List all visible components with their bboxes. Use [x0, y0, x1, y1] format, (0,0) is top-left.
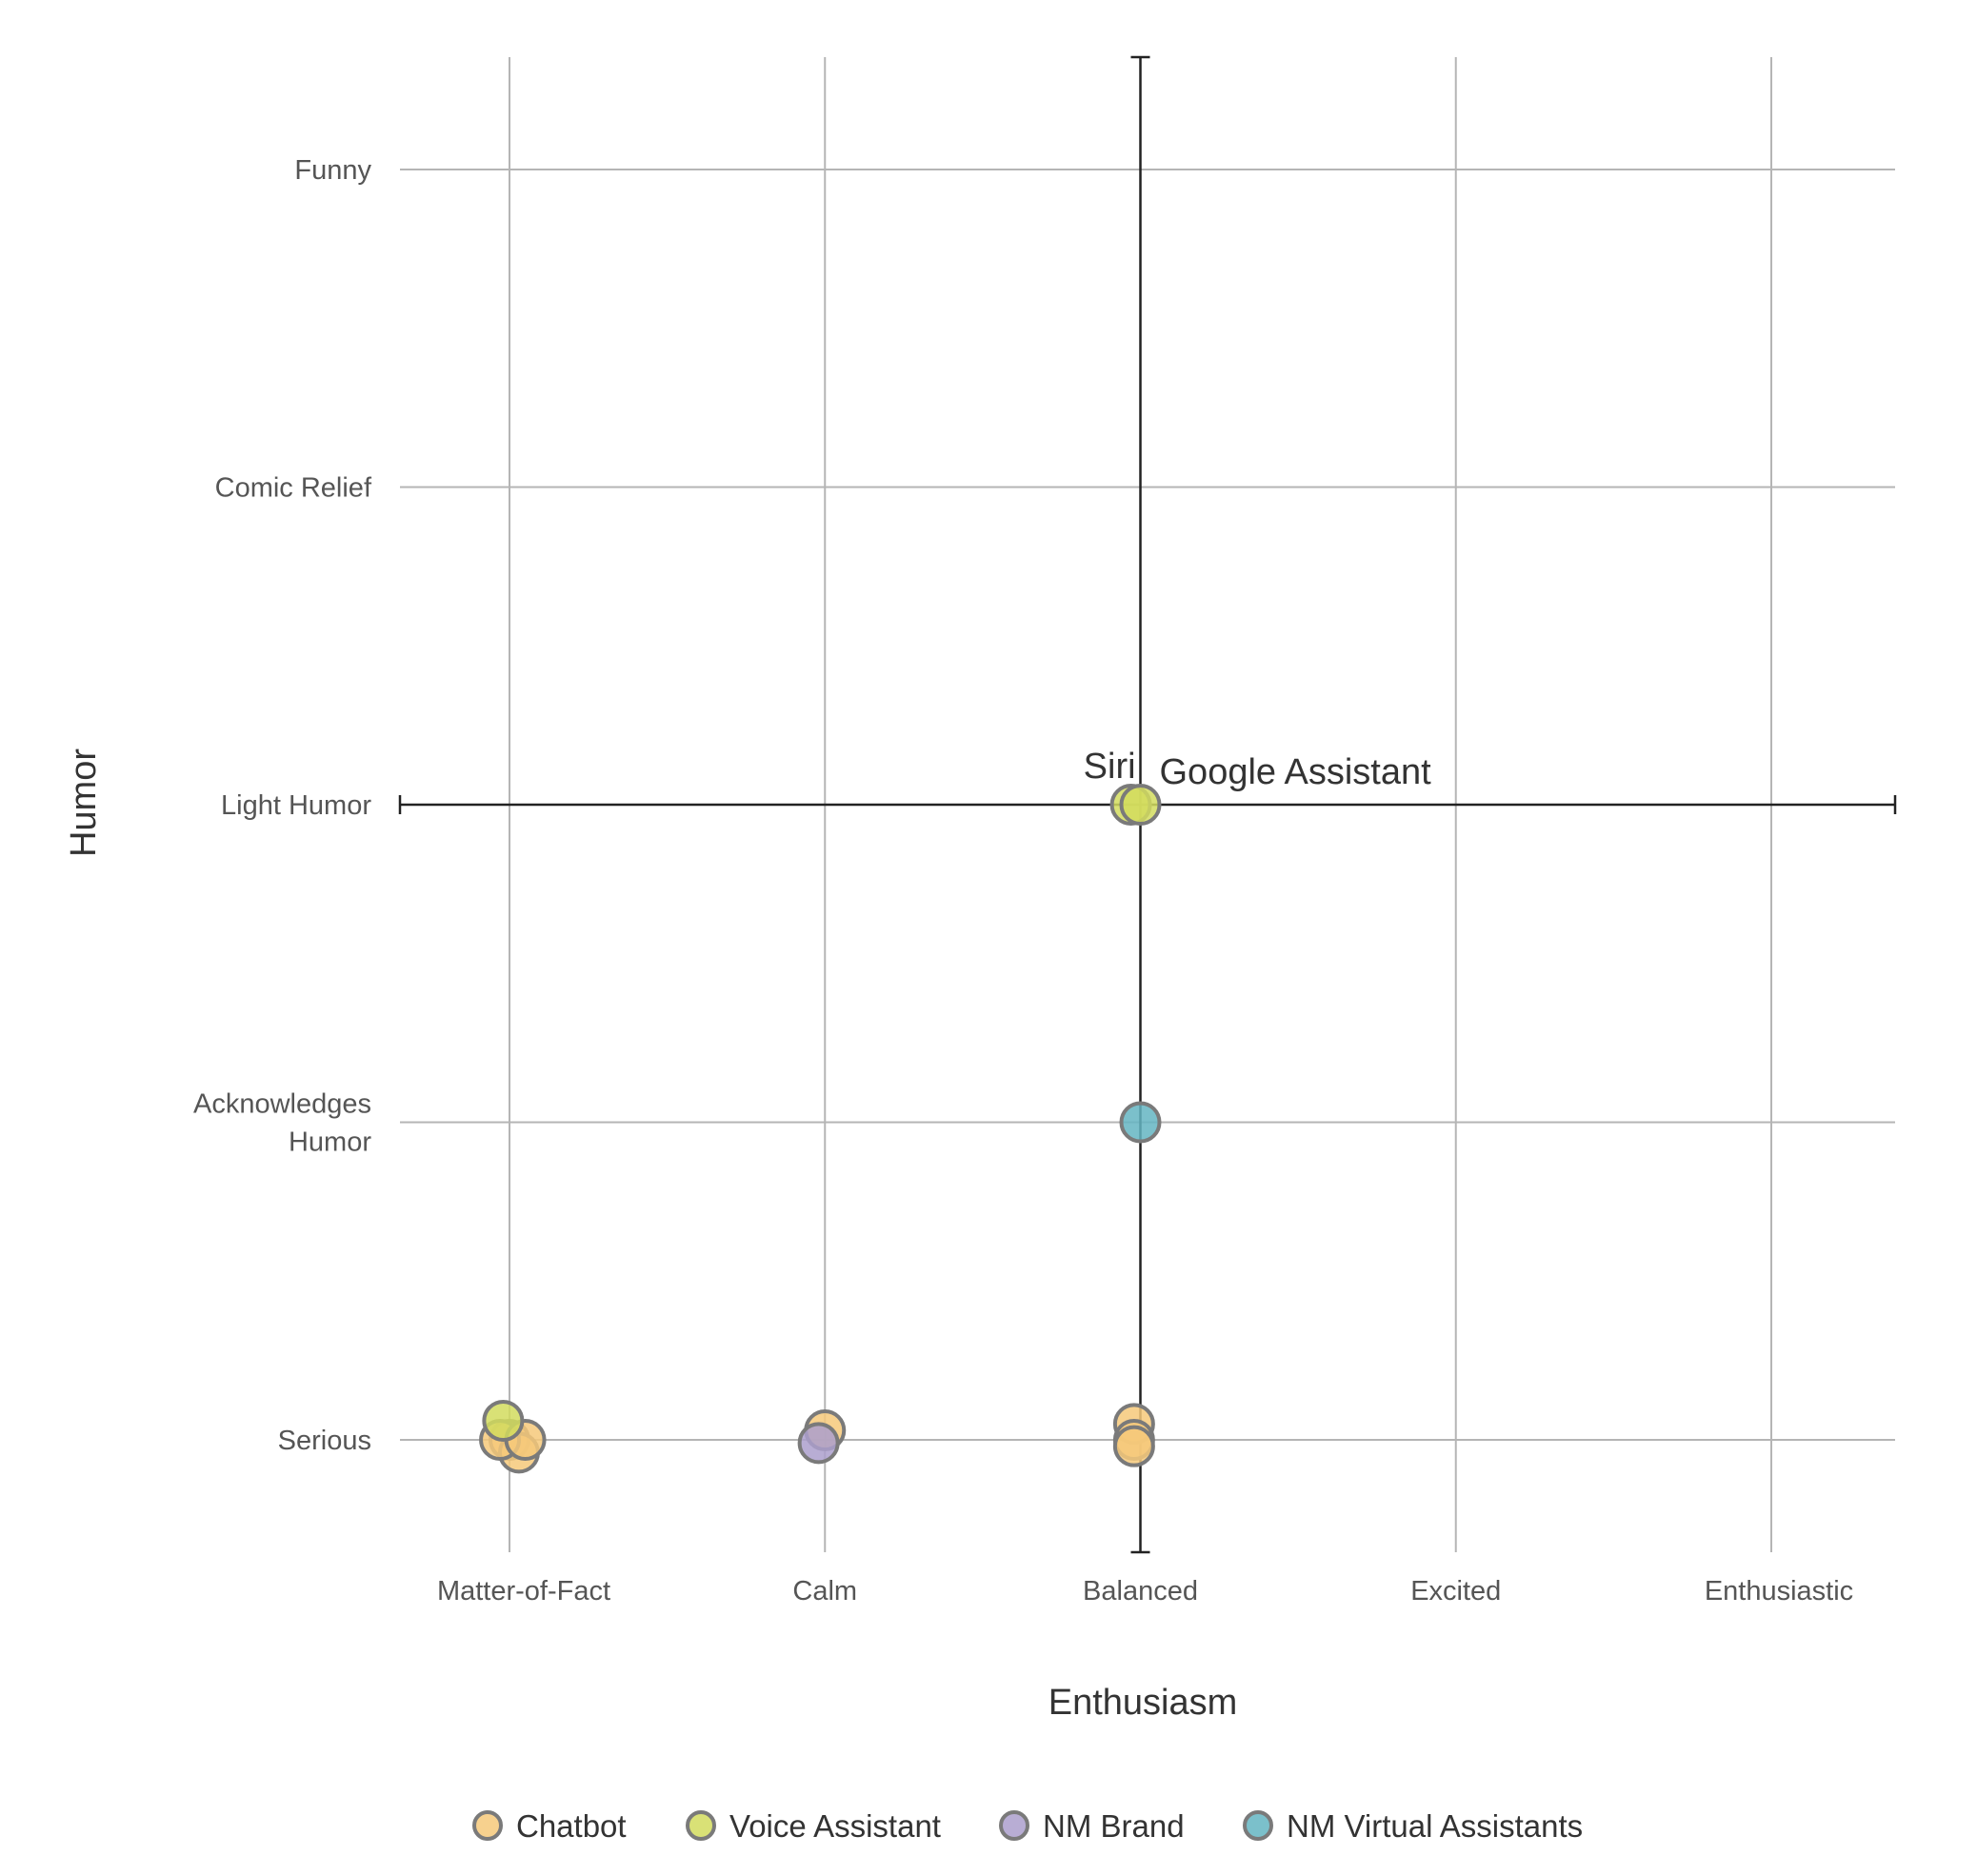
point-voice-assistant-0	[482, 1399, 525, 1442]
legend-swatch-nm-virtual-assistants	[1243, 1810, 1273, 1841]
y-tick-label-funny: Funny	[294, 155, 371, 186]
legend-label-voice-assistant: Voice Assistant	[729, 1808, 941, 1844]
legend-swatch-nm-brand	[999, 1810, 1029, 1841]
legend-item-nm-brand: NM Brand	[999, 1808, 1185, 1844]
legend-item-chatbot: Chatbot	[472, 1808, 627, 1844]
x-tick-label-balanced: Balanced	[1083, 1576, 1198, 1607]
legend: Chatbot Voice Assistant NM Brand NM Virtual…	[472, 1808, 1583, 1844]
point-nm-virtual-assistants-0	[1119, 1101, 1162, 1144]
legend-item-nm-virtual-assistants: NM Virtual Assistants	[1243, 1808, 1583, 1844]
point-label-siri: Siri	[1084, 747, 1136, 787]
y-tick-label-serious: Serious	[278, 1426, 371, 1456]
y-axis-title: Humor	[64, 748, 104, 857]
point-labels: Siri Google Assistant	[1084, 747, 1431, 792]
legend-swatch-voice-assistant	[686, 1810, 716, 1841]
x-tick-label-calm: Calm	[792, 1576, 857, 1607]
x-tick-labels: Matter-of-Fact Calm Balanced Excited Enthusi…	[437, 1576, 1853, 1607]
point-voice-assistant-2	[1119, 784, 1162, 826]
y-tick-label-light-humor: Light Humor	[221, 790, 371, 821]
x-tick-label-excited: Excited	[1410, 1576, 1501, 1607]
x-tick-label-enthusiastic: Enthusiastic	[1705, 1576, 1853, 1607]
point-label-google-assistant: Google Assistant	[1160, 752, 1432, 792]
y-tick-label-acknowledges-humor: Acknowledges Humor	[193, 1089, 371, 1158]
x-axis-title: Enthusiasm	[1048, 1683, 1238, 1723]
point-chatbot-7	[1112, 1425, 1155, 1467]
point-nm-brand-0	[797, 1422, 840, 1465]
x-tick-label-matter-of-fact: Matter-of-Fact	[437, 1576, 610, 1607]
legend-label-nm-brand: NM Brand	[1043, 1808, 1185, 1844]
legend-item-voice-assistant: Voice Assistant	[686, 1808, 941, 1844]
y-tick-label-comic-relief: Comic Relief	[215, 473, 372, 504]
legend-swatch-chatbot	[472, 1810, 503, 1841]
data-points	[479, 784, 1162, 1474]
legend-label-chatbot: Chatbot	[516, 1808, 627, 1844]
legend-label-nm-virtual-assistants: NM Virtual Assistants	[1287, 1808, 1583, 1844]
y-tick-labels: Serious Acknowledges Humor Light Humor Comic…	[193, 155, 372, 1456]
